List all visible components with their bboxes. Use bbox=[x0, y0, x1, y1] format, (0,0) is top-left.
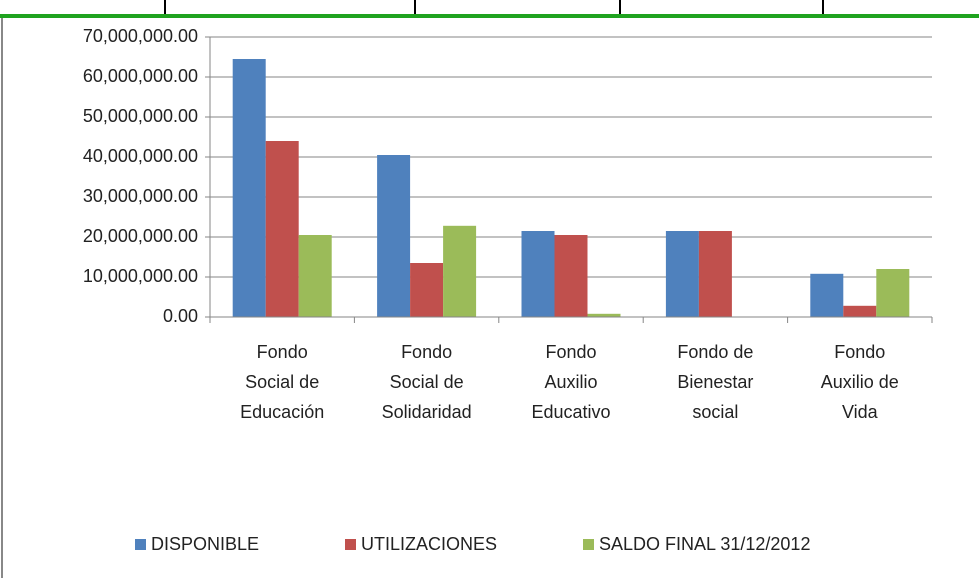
x-tick-label: Auxilio bbox=[544, 372, 597, 392]
y-tick-label: 10,000,000.00 bbox=[83, 266, 198, 286]
bar bbox=[298, 235, 332, 317]
x-tick-label: Bienestar bbox=[677, 372, 753, 392]
x-tick-label: social bbox=[692, 402, 738, 422]
x-tick-label: Social de bbox=[390, 372, 464, 392]
bar bbox=[232, 59, 266, 317]
y-tick-label: 60,000,000.00 bbox=[83, 66, 198, 86]
bar bbox=[521, 231, 555, 317]
x-tick-label: Social de bbox=[245, 372, 319, 392]
y-tick-label: 70,000,000.00 bbox=[83, 26, 198, 46]
bar bbox=[876, 269, 910, 317]
x-tick-label: Fondo bbox=[834, 342, 885, 362]
x-tick-label: Fondo bbox=[401, 342, 452, 362]
bar bbox=[665, 231, 699, 317]
bar bbox=[377, 155, 411, 317]
bar bbox=[810, 273, 844, 317]
x-tick-label: Vida bbox=[842, 402, 879, 422]
x-tick-label: Educación bbox=[240, 402, 324, 422]
y-tick-label: 20,000,000.00 bbox=[83, 226, 198, 246]
bar bbox=[554, 235, 588, 317]
y-tick-label: 30,000,000.00 bbox=[83, 186, 198, 206]
legend-label: UTILIZACIONES bbox=[361, 534, 497, 554]
x-tick-label: Educativo bbox=[531, 402, 610, 422]
bar bbox=[265, 141, 299, 317]
bar bbox=[443, 225, 477, 317]
legend-swatch bbox=[583, 539, 594, 550]
bar bbox=[698, 231, 732, 317]
bar bbox=[843, 305, 877, 317]
bar bbox=[587, 313, 621, 317]
legend-swatch bbox=[135, 539, 146, 550]
y-tick-label: 0.00 bbox=[163, 306, 198, 326]
x-tick-label: Auxilio de bbox=[821, 372, 899, 392]
x-tick-label: Fondo bbox=[257, 342, 308, 362]
legend-label: DISPONIBLE bbox=[151, 534, 259, 554]
x-tick-label: Fondo de bbox=[677, 342, 753, 362]
legend-label: SALDO FINAL 31/12/2012 bbox=[599, 534, 810, 554]
legend-swatch bbox=[345, 539, 356, 550]
x-tick-label: Solidaridad bbox=[382, 402, 472, 422]
y-tick-label: 40,000,000.00 bbox=[83, 146, 198, 166]
x-tick-label: Fondo bbox=[545, 342, 596, 362]
top-border bbox=[0, 14, 979, 18]
bar bbox=[410, 263, 444, 317]
y-tick-label: 50,000,000.00 bbox=[83, 106, 198, 126]
